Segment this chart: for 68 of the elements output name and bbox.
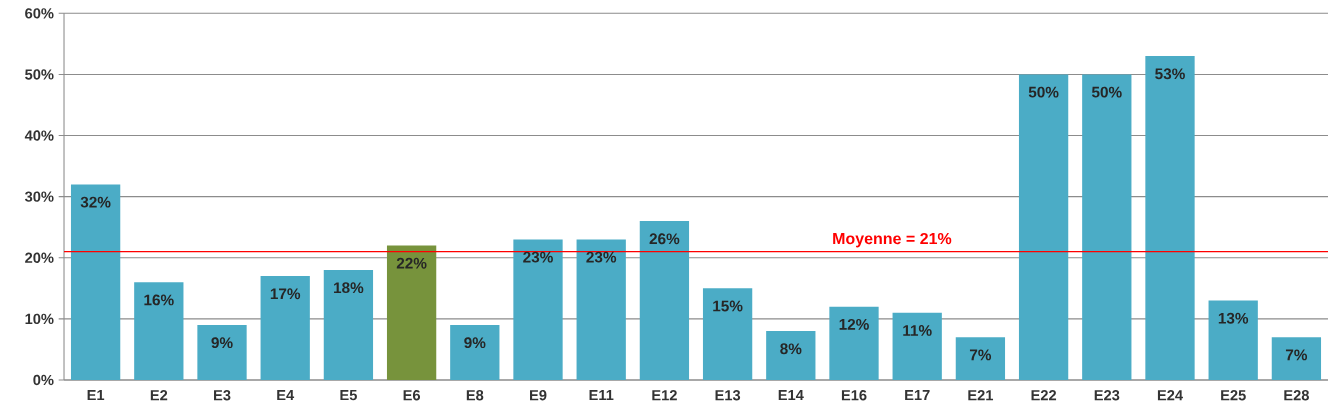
bar <box>766 331 816 380</box>
bar <box>513 239 563 380</box>
bar <box>70 184 121 380</box>
y-tick-label: 20% <box>25 252 54 263</box>
bar <box>1145 56 1195 380</box>
bar <box>386 245 437 380</box>
x-tick-label: E9 <box>530 390 547 401</box>
data-label: 50% <box>1091 86 1122 98</box>
x-tick-label: E17 <box>905 390 930 401</box>
x-tick-label: E23 <box>1094 390 1120 401</box>
bar <box>1208 300 1258 380</box>
x-tick-label: E3 <box>214 390 231 401</box>
data-label: 50% <box>1028 86 1059 98</box>
data-label: 7% <box>1285 349 1308 361</box>
data-label: 23% <box>586 251 617 263</box>
bar <box>197 324 247 380</box>
data-label: 26% <box>649 233 680 245</box>
data-label: 53% <box>1155 68 1185 80</box>
data-label: 16% <box>144 294 174 306</box>
bar <box>323 269 374 380</box>
x-tick-label: E28 <box>1284 390 1309 401</box>
data-label: 12% <box>839 318 869 330</box>
data-label: 22% <box>396 257 427 269</box>
x-tick-label: E21 <box>968 390 994 401</box>
data-label: 15% <box>713 300 743 312</box>
data-label: 17% <box>270 288 301 300</box>
x-tick-label: E4 <box>277 390 295 401</box>
bar <box>955 337 1006 380</box>
bar <box>892 312 942 380</box>
x-tick-label: E6 <box>403 390 421 401</box>
bar <box>1271 337 1322 380</box>
x-tick-label: E8 <box>466 390 484 401</box>
x-tick-label: E2 <box>150 390 168 401</box>
x-tick-label: E22 <box>1031 390 1057 401</box>
bar <box>260 276 310 380</box>
x-tick-label: E12 <box>652 390 677 401</box>
y-tick-label: 10% <box>25 313 54 325</box>
x-tick-label: E1 <box>87 390 105 401</box>
bar <box>1082 74 1132 380</box>
x-tick-label: E5 <box>340 390 357 401</box>
y-tick-label: 60% <box>25 8 54 19</box>
x-tick-label: E16 <box>841 390 867 401</box>
bar <box>576 239 626 380</box>
data-label: 7% <box>969 349 992 361</box>
data-label: 23% <box>523 251 553 263</box>
bar <box>639 221 690 380</box>
data-label: 9% <box>211 337 233 349</box>
y-tick-label: 30% <box>24 191 54 202</box>
data-label: 8% <box>780 343 802 355</box>
y-tick-label: 40% <box>24 130 54 141</box>
data-label: 18% <box>334 282 364 294</box>
ref-line-label: Moyenne = 21% <box>833 232 952 248</box>
y-tick-label: 0% <box>33 374 54 386</box>
data-label: 13% <box>1218 312 1249 324</box>
x-tick-label: E14 <box>778 390 804 401</box>
bar <box>829 306 879 380</box>
y-tick-label: 50% <box>25 69 54 80</box>
x-tick-label: E24 <box>1157 390 1183 401</box>
bar <box>134 282 184 380</box>
data-label: 32% <box>80 196 111 208</box>
x-tick-label: E13 <box>715 390 741 401</box>
data-label: 11% <box>903 325 932 336</box>
bar <box>450 324 500 380</box>
bar <box>1018 74 1069 380</box>
bar <box>702 288 753 380</box>
x-tick-label: E25 <box>1221 390 1246 401</box>
data-label: 9% <box>464 337 486 349</box>
x-tick-label: E11 <box>589 390 614 401</box>
